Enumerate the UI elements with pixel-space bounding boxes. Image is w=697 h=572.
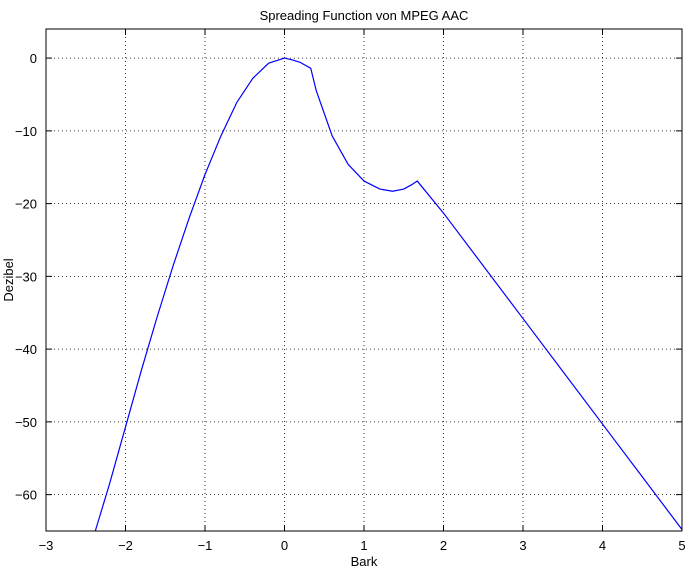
y-tick-label: −40 (15, 342, 37, 357)
x-tick-label: 3 (519, 538, 526, 553)
x-axis-title: Bark (351, 554, 378, 569)
grid (46, 29, 682, 531)
y-tick-label: −20 (15, 197, 37, 212)
y-tick-label: −60 (15, 488, 37, 503)
plot-frame (45, 28, 683, 532)
x-tick-label: 5 (678, 538, 685, 553)
x-tick-label: 0 (281, 538, 288, 553)
y-tick-label: −10 (15, 124, 37, 139)
x-tick-label: −2 (118, 538, 133, 553)
x-tick-label: 1 (360, 538, 367, 553)
plot-area (94, 57, 683, 532)
x-tick-label: −3 (39, 538, 54, 553)
axes-ticks: −3 −2 −1 0 1 2 3 4 50−10−20−30−40−50−60 (15, 29, 686, 553)
y-tick-label: −50 (15, 415, 37, 430)
y-axis-title: Dezibel (1, 258, 16, 301)
y-tick-label: 0 (30, 51, 37, 66)
x-tick-label: −1 (198, 538, 213, 553)
x-tick-label: 4 (599, 538, 606, 553)
y-tick-label: −30 (15, 269, 37, 284)
spreading-function-line (94, 57, 683, 532)
x-tick-label: 2 (440, 538, 447, 553)
chart-title: Spreading Function von MPEG AAC (260, 8, 469, 23)
